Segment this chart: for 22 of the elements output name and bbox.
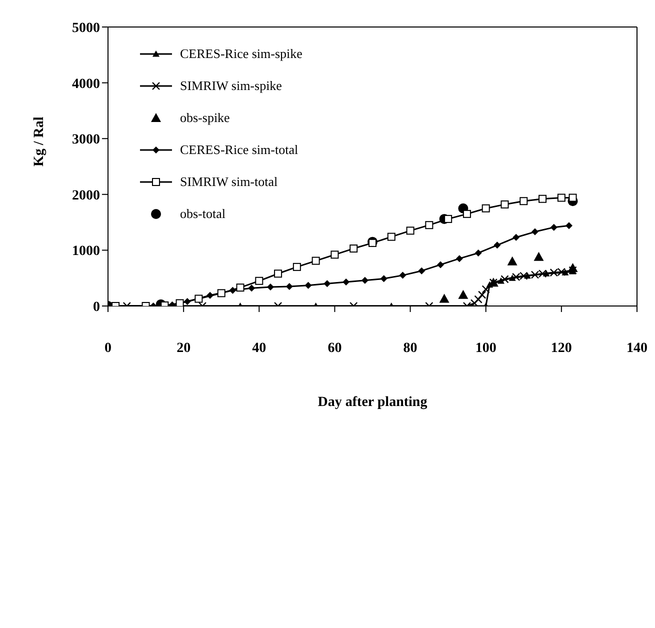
y-tick-label: 2000: [72, 188, 100, 204]
y-axis-title: Kg / Ral: [32, 116, 47, 166]
x-tick-label: 20: [176, 340, 191, 356]
x-tick-label: 40: [252, 340, 266, 356]
y-tick-label: 0: [93, 300, 100, 315]
legend-label: obs-spike: [180, 110, 230, 126]
x-axis-title: Day after planting: [318, 395, 428, 410]
x-tick-label: 80: [403, 340, 418, 356]
x-tick-label: 120: [550, 340, 572, 356]
legend-label: SIMRIW sim-spike: [180, 78, 282, 94]
legend-label: obs-total: [180, 206, 226, 222]
y-tick-label: 4000: [72, 76, 100, 92]
x-tick-label: 140: [626, 340, 648, 356]
x-tick-label: 0: [104, 340, 112, 356]
x-tick-label: 60: [328, 340, 342, 356]
x-tick-label: 100: [475, 340, 496, 356]
legend-label: CERES-Rice sim-spike: [180, 46, 302, 62]
legend-label: SIMRIW sim-total: [180, 174, 278, 190]
legend-label: CERES-Rice sim-total: [180, 142, 298, 158]
y-tick-label: 3000: [72, 132, 100, 148]
y-tick-label: 5000: [72, 20, 100, 36]
y-tick-label: 1000: [72, 244, 100, 260]
